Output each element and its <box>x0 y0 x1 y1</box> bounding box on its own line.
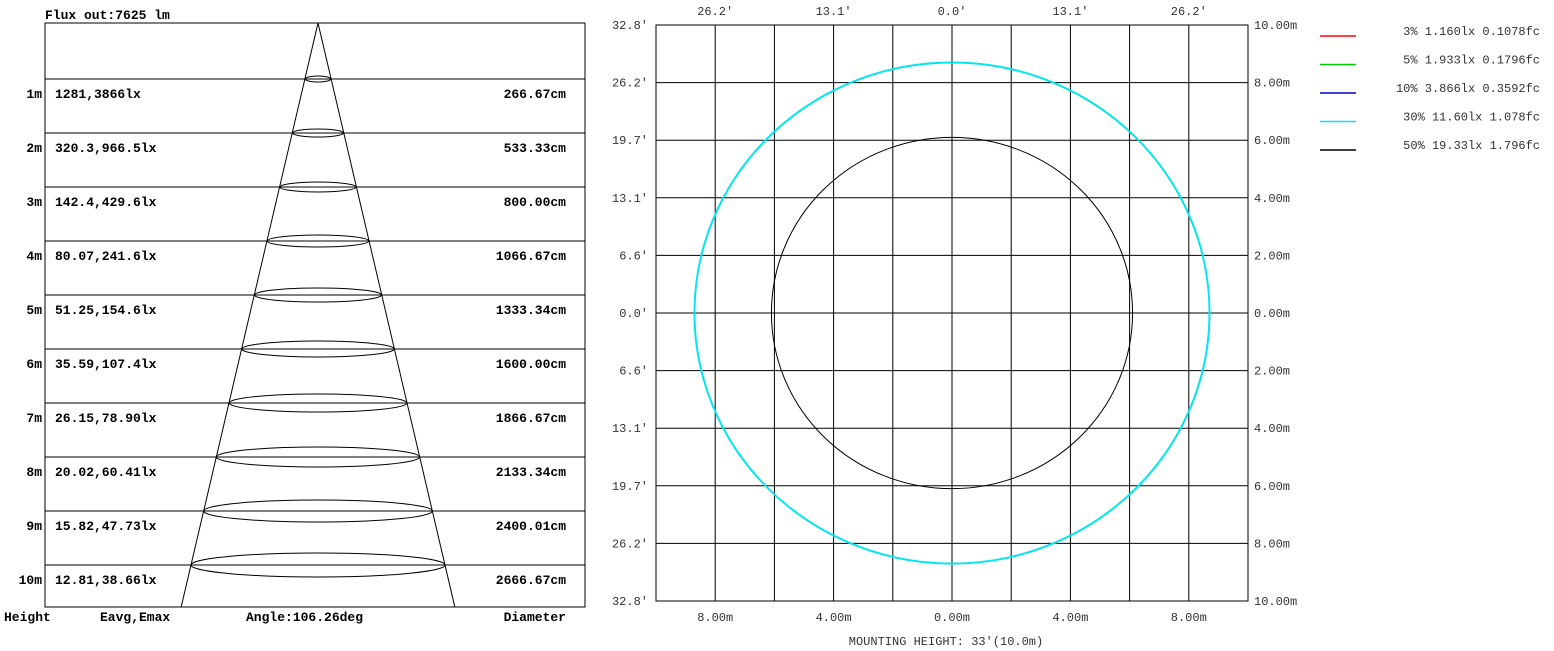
row-height: 3m <box>26 195 42 210</box>
right-tick-label: 2.00m <box>1254 365 1290 379</box>
right-tick-label: 0.00m <box>1254 307 1290 321</box>
right-tick-label: 6.00m <box>1254 480 1290 494</box>
row-height: 8m <box>26 465 42 480</box>
right-tick-label: 6.00m <box>1254 134 1290 148</box>
top-tick-label: 13.1' <box>816 5 852 19</box>
row-height: 2m <box>26 141 42 156</box>
table-frame <box>44 22 586 608</box>
row-illuminance: 20.02,60.41lx <box>55 465 157 480</box>
row-diameter: 1600.00cm <box>496 357 566 372</box>
bottom-tick-label: 0.00m <box>934 611 970 625</box>
left-tick-label: 0.0' <box>619 307 648 321</box>
row-illuminance: 26.15,78.90lx <box>55 411 157 426</box>
row-diameter: 2666.67cm <box>496 573 566 588</box>
left-tick-label: 32.8' <box>612 595 648 609</box>
legend-label: 30% 11.60lx 1.078fc <box>1403 111 1540 125</box>
row-diameter: 1333.34cm <box>496 303 566 318</box>
left-tick-label: 26.2' <box>612 77 648 91</box>
right-tick-label: 8.00m <box>1254 77 1290 91</box>
right-tick-label: 10.00m <box>1254 595 1297 609</box>
top-tick-label: 0.0' <box>938 5 967 19</box>
row-diameter: 2400.01cm <box>496 519 566 534</box>
top-tick-label: 13.1' <box>1052 5 1088 19</box>
row-diameter: 1066.67cm <box>496 249 566 264</box>
row-height: 5m <box>26 303 42 318</box>
left-tick-label: 19.7' <box>612 480 648 494</box>
row-height: 4m <box>26 249 42 264</box>
row-illuminance: 51.25,154.6lx <box>55 303 157 318</box>
isolux-grid-panel: 26.2' 13.1' 0.0' 13.1' 26.2' 8.00m 4.00m 0.00m 4… <box>612 5 1297 649</box>
left-tick-label: 13.1' <box>612 192 648 206</box>
top-tick-label: 26.2' <box>1171 5 1207 19</box>
bottom-tick-label: 4.00m <box>1052 611 1088 625</box>
row-height: 1m <box>26 87 42 102</box>
left-tick-label: 26.2' <box>612 537 648 551</box>
row-diameter: 1866.67cm <box>496 411 566 426</box>
isolux-contour <box>693 61 1211 565</box>
row-height: 7m <box>26 411 42 426</box>
beam-cone-panel: Flux out:7625 lm 1m 1281,3866lx 266.67cm 2m… <box>4 8 586 625</box>
footer-height-label: Height <box>4 610 51 625</box>
left-tick-label: 32.8' <box>612 19 648 33</box>
row-height: 6m <box>26 357 42 372</box>
bottom-tick-label: 8.00m <box>697 611 733 625</box>
footer-diameter-label: Diameter <box>504 610 566 625</box>
row-illuminance: 1281,3866lx <box>55 87 141 102</box>
footer-illum-label: Eavg,Emax <box>100 610 170 625</box>
left-tick-label: 19.7' <box>612 134 648 148</box>
right-tick-label: 8.00m <box>1254 537 1290 551</box>
row-illuminance: 320.3,966.5lx <box>55 141 157 156</box>
row-illuminance: 80.07,241.6lx <box>55 249 157 264</box>
left-tick-label: 6.6' <box>619 249 648 263</box>
cone-edge-left <box>180 22 319 608</box>
row-illuminance: 142.4,429.6lx <box>55 195 157 210</box>
row-diameter: 800.00cm <box>504 195 567 210</box>
top-tick-label: 26.2' <box>697 5 733 19</box>
right-tick-label: 10.00m <box>1254 19 1297 33</box>
legend-label: 3% 1.160lx 0.1078fc <box>1403 25 1540 39</box>
right-tick-label: 2.00m <box>1254 249 1290 263</box>
mounting-height-label: MOUNTING HEIGHT: 33'(10.0m) <box>849 635 1043 649</box>
isolux-contour <box>770 136 1134 490</box>
legend-label: 10% 3.866lx 0.3592fc <box>1396 82 1540 96</box>
right-tick-label: 4.00m <box>1254 422 1290 436</box>
left-tick-label: 13.1' <box>612 422 648 436</box>
footer-angle-label: Angle:106.26deg <box>246 610 363 625</box>
bottom-tick-label: 4.00m <box>816 611 852 625</box>
row-height: 10m <box>19 573 43 588</box>
row-illuminance: 35.59,107.4lx <box>55 357 157 372</box>
flux-title: Flux out:7625 lm <box>45 8 170 23</box>
row-height: 9m <box>26 519 42 534</box>
cone-edge-right <box>317 22 456 608</box>
row-illuminance: 15.82,47.73lx <box>55 519 157 534</box>
left-tick-label: 6.6' <box>619 365 648 379</box>
right-tick-label: 4.00m <box>1254 192 1290 206</box>
contour-legend: 3% 1.160lx 0.1078fc 5% 1.933lx 0.1796fc 10… <box>1320 25 1540 153</box>
row-diameter: 533.33cm <box>504 141 567 156</box>
row-illuminance: 12.81,38.66lx <box>55 573 157 588</box>
legend-label: 5% 1.933lx 0.1796fc <box>1403 54 1540 68</box>
bottom-tick-label: 8.00m <box>1171 611 1207 625</box>
row-diameter: 266.67cm <box>504 87 567 102</box>
row-diameter: 2133.34cm <box>496 465 566 480</box>
legend-label: 50% 19.33lx 1.796fc <box>1403 139 1540 153</box>
